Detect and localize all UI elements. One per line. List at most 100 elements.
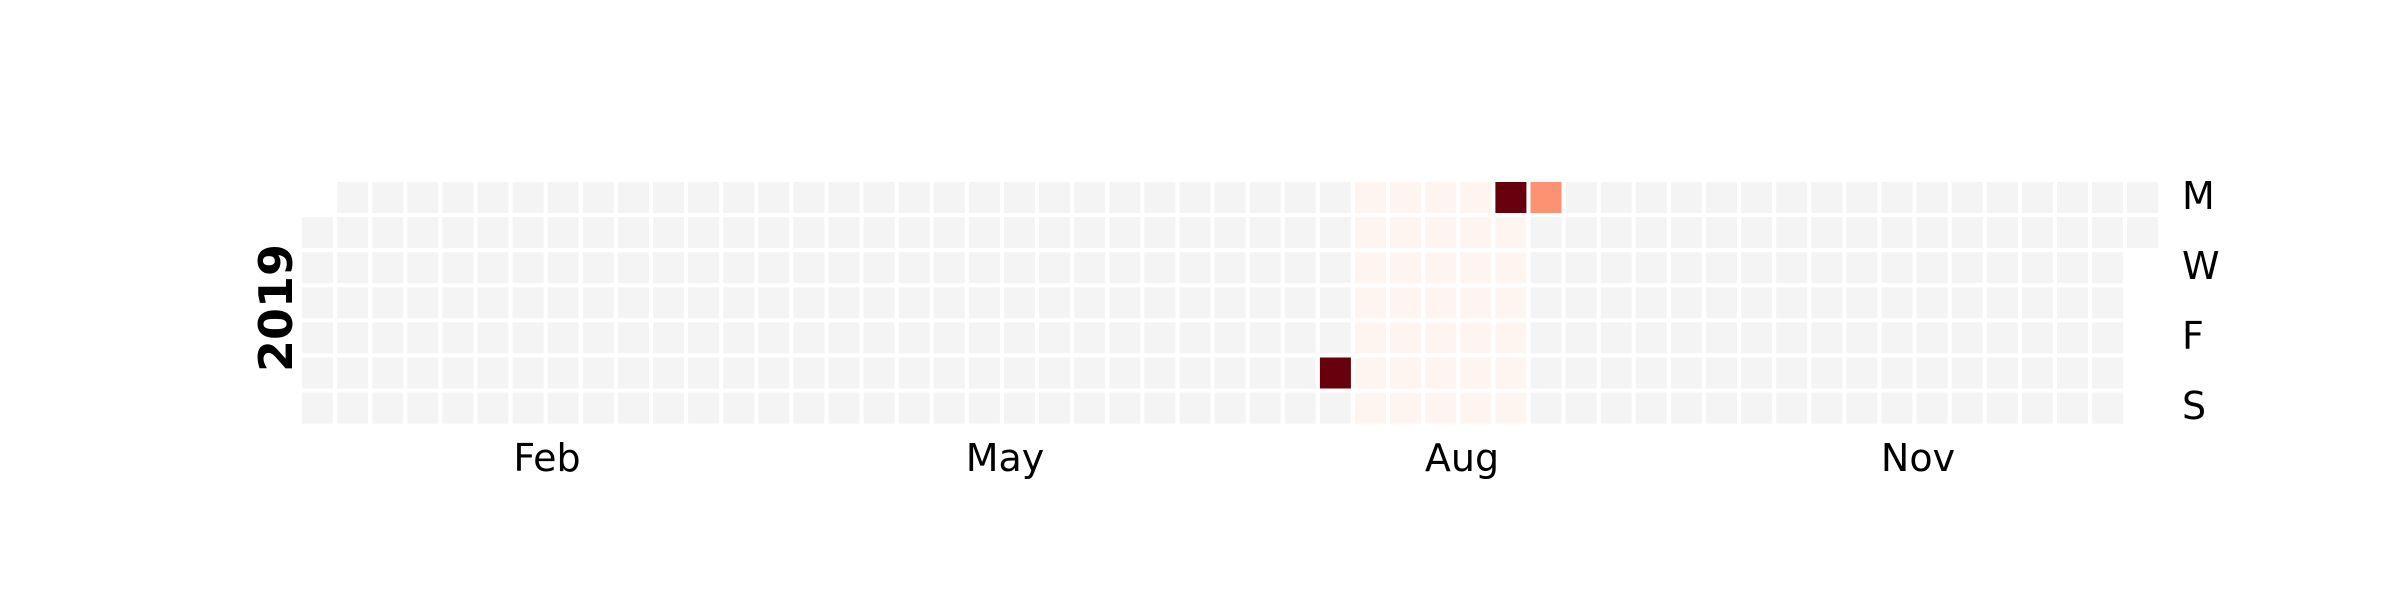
day-cell-2019-01-07 bbox=[337, 182, 369, 213]
day-cell-2019-10-25 bbox=[1776, 322, 1808, 354]
day-cell-2019-06-14 bbox=[1109, 322, 1141, 354]
day-cell-2019-11-26 bbox=[1951, 217, 1983, 249]
day-cell-2019-09-06 bbox=[1530, 322, 1562, 354]
day-cell-2019-02-14 bbox=[512, 287, 544, 319]
day-cell-2019-07-10 bbox=[1249, 252, 1281, 284]
day-cell-2019-09-11 bbox=[1565, 252, 1597, 284]
day-cell-2019-11-08 bbox=[1846, 322, 1878, 354]
day-cell-2019-09-03 bbox=[1530, 217, 1562, 249]
day-cell-2019-08-18 bbox=[1425, 392, 1457, 424]
day-cell-2019-09-13 bbox=[1565, 322, 1597, 354]
day-cell-2019-08-24 bbox=[1460, 357, 1492, 389]
day-cell-2019-05-24 bbox=[1004, 322, 1035, 354]
day-cell-2019-11-13 bbox=[1881, 252, 1913, 284]
day-cell-2019-12-16 bbox=[2057, 182, 2088, 213]
day-cell-2019-10-30 bbox=[1811, 252, 1843, 284]
day-cell-2019-10-24 bbox=[1776, 287, 1808, 319]
day-cell-2019-01-17 bbox=[372, 287, 404, 319]
day-cell-2019-03-29 bbox=[723, 322, 755, 354]
day-cell-2019-12-01 bbox=[1951, 392, 1983, 424]
day-cell-2019-02-12 bbox=[512, 217, 544, 249]
day-cell-2019-01-30 bbox=[442, 252, 474, 284]
day-cell-2019-05-17 bbox=[968, 322, 1000, 354]
day-cell-2019-06-02 bbox=[1039, 392, 1071, 424]
day-cell-2019-05-21 bbox=[1004, 217, 1035, 249]
day-cell-2019-06-13 bbox=[1109, 287, 1141, 319]
day-cell-2019-12-19 bbox=[2057, 287, 2088, 319]
day-cell-2019-06-21 bbox=[1144, 322, 1176, 354]
day-cell-2019-01-03 bbox=[302, 287, 333, 319]
day-cell-2019-11-04 bbox=[1846, 182, 1878, 213]
day-cell-2019-08-21 bbox=[1460, 252, 1492, 284]
day-cell-2019-08-02 bbox=[1355, 322, 1386, 354]
day-cell-2019-03-30 bbox=[723, 357, 755, 389]
day-cell-2019-07-12 bbox=[1249, 322, 1281, 354]
day-cell-2019-07-05 bbox=[1214, 322, 1246, 354]
day-cell-2019-04-09 bbox=[793, 217, 825, 249]
day-cell-2019-01-27 bbox=[407, 392, 439, 424]
day-cell-2019-08-10 bbox=[1390, 357, 1422, 389]
day-cell-2019-04-17 bbox=[828, 252, 860, 284]
day-cell-2019-04-11 bbox=[793, 287, 825, 319]
day-cell-2019-11-03 bbox=[1811, 392, 1843, 424]
day-cell-2019-02-10 bbox=[477, 392, 509, 424]
day-cell-2019-12-13 bbox=[2021, 322, 2053, 354]
day-cell-2019-12-27 bbox=[2092, 322, 2124, 354]
day-cell-2019-06-08 bbox=[1074, 357, 1106, 389]
day-cell-2019-02-28 bbox=[582, 287, 614, 319]
day-cell-2019-06-09 bbox=[1074, 392, 1106, 424]
day-cell-2019-04-21 bbox=[828, 392, 860, 424]
day-cell-2019-07-19 bbox=[1284, 322, 1316, 354]
day-cell-2019-06-07 bbox=[1074, 322, 1106, 354]
day-cell-2019-06-20 bbox=[1144, 287, 1176, 319]
day-cell-2019-10-16 bbox=[1741, 252, 1773, 284]
day-cell-2019-01-20 bbox=[372, 392, 404, 424]
day-cell-2019-11-25 bbox=[1951, 182, 1983, 213]
day-cell-2019-07-13 bbox=[1249, 357, 1281, 389]
day-cell-2019-02-18 bbox=[547, 182, 579, 213]
day-cell-2019-09-30 bbox=[1670, 182, 1702, 213]
day-cell-2019-12-24 bbox=[2092, 217, 2124, 249]
day-cell-2019-06-24 bbox=[1179, 182, 1211, 213]
day-cell-2019-06-05 bbox=[1074, 252, 1106, 284]
day-cell-2019-03-23 bbox=[688, 357, 720, 389]
day-cell-2019-11-05 bbox=[1846, 217, 1878, 249]
day-cell-2019-12-04 bbox=[1986, 252, 2018, 284]
day-cell-2019-11-02 bbox=[1811, 357, 1843, 389]
day-cell-2019-01-28 bbox=[442, 182, 474, 213]
day-cell-2019-05-31 bbox=[1039, 322, 1071, 354]
day-cell-2019-06-17 bbox=[1144, 182, 1176, 213]
day-cell-2019-09-24 bbox=[1635, 217, 1667, 249]
day-cell-2019-04-29 bbox=[898, 182, 930, 213]
day-cell-2019-10-21 bbox=[1776, 182, 1808, 213]
day-cell-2019-09-04 bbox=[1530, 252, 1562, 284]
day-cell-2019-01-26 bbox=[407, 357, 439, 389]
day-cell-2019-02-19 bbox=[547, 217, 579, 249]
day-cell-2019-01-01 bbox=[302, 217, 333, 249]
day-cell-2019-01-09 bbox=[337, 252, 369, 284]
day-cell-2019-12-26 bbox=[2092, 287, 2124, 319]
day-cell-2019-04-07 bbox=[758, 392, 790, 424]
day-cell-2019-10-09 bbox=[1706, 252, 1737, 284]
day-cell-2019-05-25 bbox=[1004, 357, 1035, 389]
day-cell-2019-03-10 bbox=[617, 392, 649, 424]
day-cell-2019-12-12 bbox=[2021, 287, 2053, 319]
day-cell-2019-07-28 bbox=[1319, 392, 1351, 424]
day-cell-2019-09-05 bbox=[1530, 287, 1562, 319]
day-cell-2019-10-07 bbox=[1706, 182, 1737, 213]
day-cell-2019-11-24 bbox=[1916, 392, 1948, 424]
day-cell-2019-01-10 bbox=[337, 287, 369, 319]
day-cell-2019-01-19 bbox=[372, 357, 404, 389]
day-cell-2019-04-16 bbox=[828, 217, 860, 249]
day-cell-2019-11-29 bbox=[1951, 322, 1983, 354]
day-cell-2019-02-21 bbox=[547, 287, 579, 319]
day-cell-2019-08-05 bbox=[1390, 182, 1422, 213]
day-cell-2019-06-16 bbox=[1109, 392, 1141, 424]
day-cell-2019-02-13 bbox=[512, 252, 544, 284]
day-cell-2019-08-27 bbox=[1495, 217, 1527, 249]
day-cell-2019-04-20 bbox=[828, 357, 860, 389]
day-cell-2019-03-18 bbox=[688, 182, 720, 213]
day-cell-2019-10-11 bbox=[1706, 322, 1737, 354]
day-cell-2019-10-27 bbox=[1776, 392, 1808, 424]
day-cell-2019-01-14 bbox=[372, 182, 404, 213]
